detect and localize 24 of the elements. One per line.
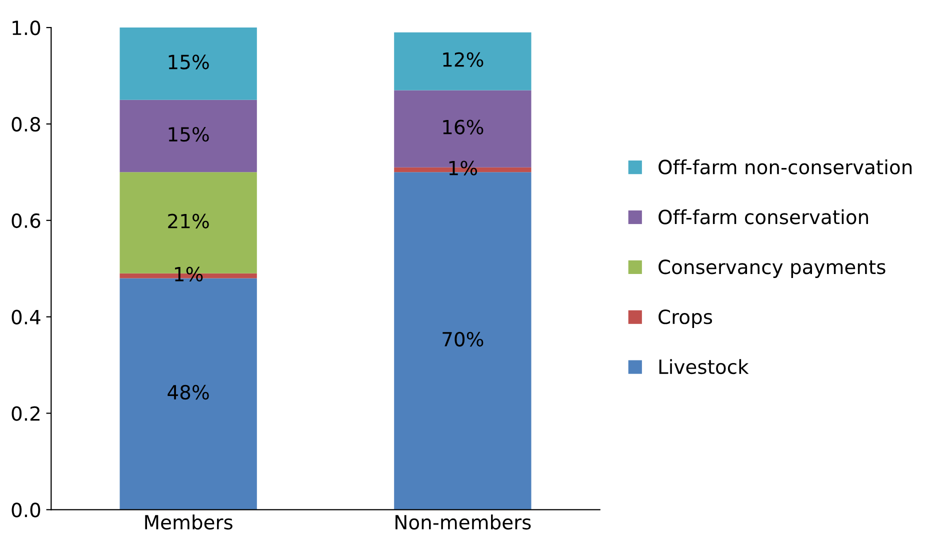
data-label: 48% [168,384,209,400]
legend-label: Off-farm non-conservation [658,159,912,174]
data-label: 16% [443,120,484,134]
bar [394,32,532,90]
y-tick-label: 0.4 [12,310,40,324]
y-tick-label: 0.6 [12,213,40,228]
y-tick-label: 0.2 [12,406,40,421]
bar [120,28,257,100]
bar [120,100,257,172]
data-label: 15% [168,126,209,142]
data-label: 15% [168,54,209,70]
data-label: 12% [443,52,484,67]
legend-label: Conservancy payments [658,260,886,278]
legend-label: Off-farm conservation [658,209,868,224]
legend-label: Livestock [659,359,749,374]
y-tick-label: 0.0 [12,502,40,518]
data-label: 1% [449,160,478,176]
x-tick-label: Non-members [396,514,531,530]
data-label: 21% [168,214,209,228]
x-tick-label: Members [145,514,232,530]
legend-label: Crops [658,309,712,328]
data-label: 70% [442,332,484,347]
y-tick-label: 0.8 [12,116,40,132]
y-tick-label: 1.0 [12,20,40,36]
